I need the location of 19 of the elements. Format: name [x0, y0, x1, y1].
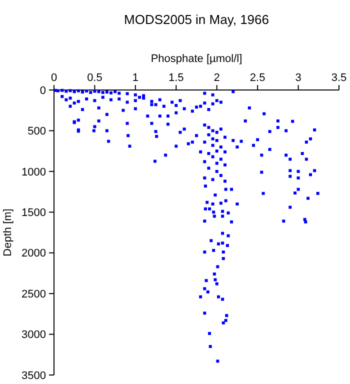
x-tick-label: 2 [214, 72, 220, 84]
y-tick-label: 3000 [22, 329, 46, 342]
y-tick-label: 1500 [22, 206, 46, 219]
y-tick-label: 2000 [22, 248, 46, 260]
y-axis-title: Depth [m] [2, 208, 14, 256]
y-tick-label: 0 [40, 84, 46, 97]
y-tick-label: 2500 [22, 288, 46, 300]
x-tick-label: 1 [132, 72, 138, 84]
x-axis-title: Phosphate [µmol/l] [150, 53, 242, 65]
x-tick-label: 0 [50, 72, 58, 84]
x-tick-label: 3 [295, 72, 302, 84]
chart-title: MODS2005 in May, 1966 [124, 12, 269, 27]
y-tick-label: 1000 [22, 166, 46, 178]
x-tick-label: 0.5 [87, 72, 102, 84]
x-tick-label: 3.5 [331, 72, 347, 84]
y-tick-label: 500 [28, 126, 46, 138]
x-tick-label: 2.5 [250, 72, 266, 84]
x-tick-label: 1.5 [168, 72, 184, 84]
y-tick-label: 3500 [22, 370, 46, 382]
